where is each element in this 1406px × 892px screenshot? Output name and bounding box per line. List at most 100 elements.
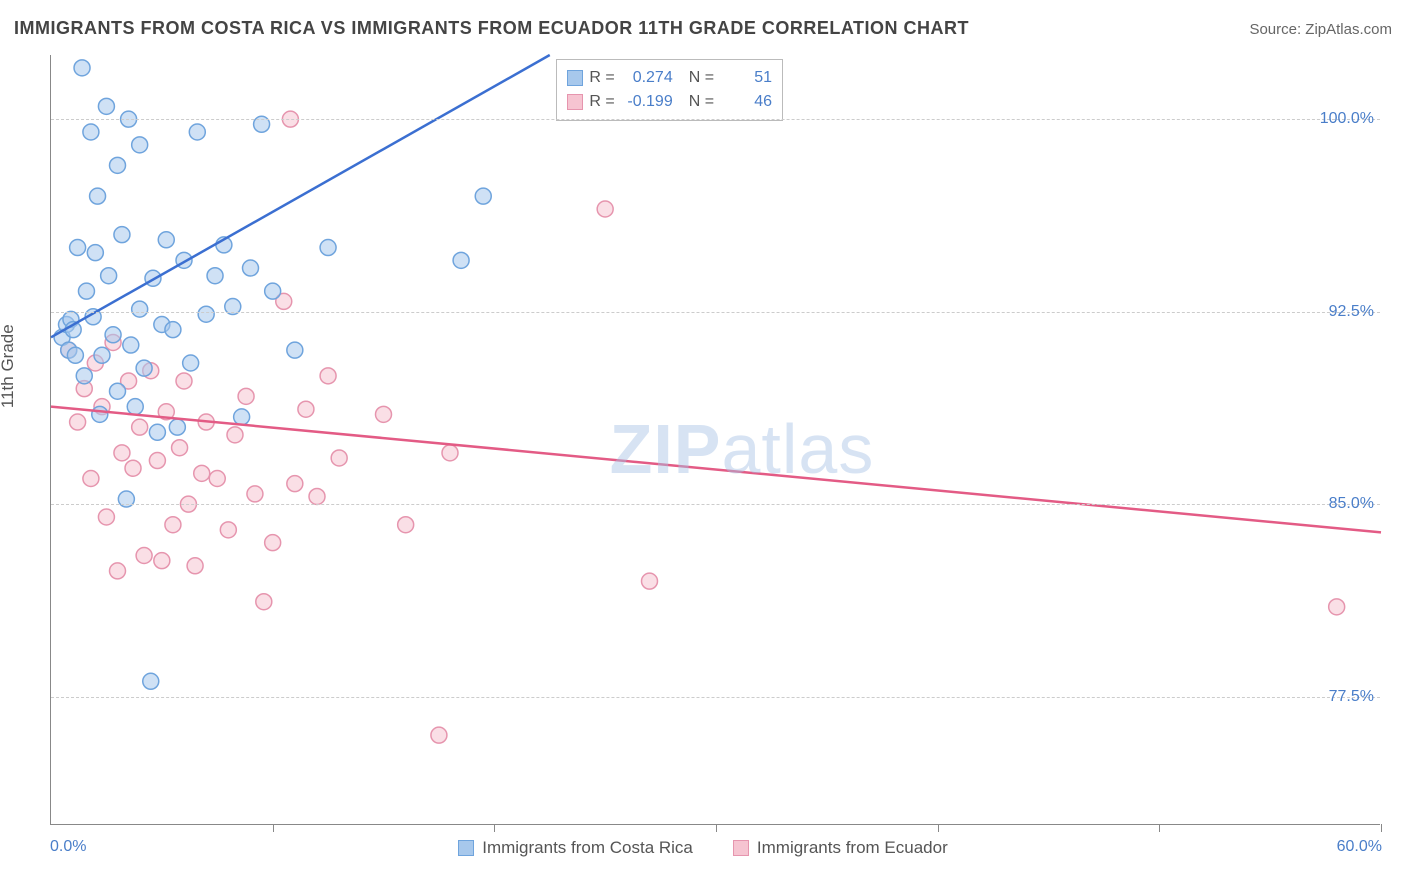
legend-item-a: Immigrants from Costa Rica <box>458 838 693 858</box>
chart-title: IMMIGRANTS FROM COSTA RICA VS IMMIGRANTS… <box>14 18 969 39</box>
stats-a-N-label: N = <box>689 66 714 90</box>
data-point <box>189 124 205 140</box>
stats-b-N-label: N = <box>689 90 714 114</box>
data-point <box>194 465 210 481</box>
swatch-b-icon <box>567 94 583 110</box>
data-point <box>442 445 458 461</box>
legend-label-a: Immigrants from Costa Rica <box>482 838 693 858</box>
data-point <box>136 548 152 564</box>
x-tick <box>273 824 274 832</box>
stats-a-N-value: 51 <box>720 66 772 90</box>
data-point <box>149 424 165 440</box>
data-point <box>87 245 103 261</box>
x-tick <box>1381 824 1382 832</box>
data-point <box>67 347 83 363</box>
trend-line <box>51 407 1381 533</box>
y-tick-label: 85.0% <box>1329 495 1374 513</box>
data-point <box>198 306 214 322</box>
data-point <box>143 673 159 689</box>
data-point <box>227 427 243 443</box>
plot-svg <box>51 55 1380 824</box>
data-point <box>70 414 86 430</box>
legend-label-b: Immigrants from Ecuador <box>757 838 948 858</box>
data-point <box>158 232 174 248</box>
x-tick <box>1159 824 1160 832</box>
data-point <box>92 406 108 422</box>
plot-area: R = 0.274 N = 51 R = -0.199 N = 46 ZIPat… <box>50 55 1380 825</box>
data-point <box>309 488 325 504</box>
data-point <box>298 401 314 417</box>
data-point <box>98 509 114 525</box>
y-tick-label: 77.5% <box>1329 688 1374 706</box>
data-point <box>125 460 141 476</box>
gridline <box>51 312 1380 313</box>
stats-b-R-value: -0.199 <box>621 90 673 114</box>
data-point <box>287 476 303 492</box>
x-tick <box>716 824 717 832</box>
data-point <box>172 440 188 456</box>
data-point <box>90 188 106 204</box>
data-point <box>101 268 117 284</box>
data-point <box>475 188 491 204</box>
data-point <box>243 260 259 276</box>
data-point <box>642 573 658 589</box>
data-point <box>169 419 185 435</box>
data-point <box>247 486 263 502</box>
data-point <box>98 98 114 114</box>
data-point <box>453 252 469 268</box>
data-point <box>183 355 199 371</box>
legend-item-b: Immigrants from Ecuador <box>733 838 948 858</box>
y-tick-label: 100.0% <box>1320 110 1374 128</box>
stats-a-R-label: R = <box>589 66 614 90</box>
data-point <box>320 240 336 256</box>
data-point <box>265 283 281 299</box>
y-tick-label: 92.5% <box>1329 303 1374 321</box>
data-point <box>74 60 90 76</box>
stats-row-a: R = 0.274 N = 51 <box>567 66 772 90</box>
data-point <box>76 368 92 384</box>
stats-b-N-value: 46 <box>720 90 772 114</box>
data-point <box>136 360 152 376</box>
data-point <box>123 337 139 353</box>
data-point <box>207 268 223 284</box>
data-point <box>376 406 392 422</box>
data-point <box>165 322 181 338</box>
data-point <box>238 388 254 404</box>
x-tick <box>494 824 495 832</box>
data-point <box>132 137 148 153</box>
data-point <box>331 450 347 466</box>
data-point <box>110 157 126 173</box>
data-point <box>114 445 130 461</box>
stats-a-R-value: 0.274 <box>621 66 673 90</box>
legend-bottom: Immigrants from Costa Rica Immigrants fr… <box>0 838 1406 858</box>
gridline <box>51 504 1380 505</box>
source-label: Source: ZipAtlas.com <box>1249 21 1392 38</box>
data-point <box>132 301 148 317</box>
data-point <box>398 517 414 533</box>
legend-swatch-b-icon <box>733 840 749 856</box>
data-point <box>234 409 250 425</box>
data-point <box>256 594 272 610</box>
data-point <box>154 553 170 569</box>
data-point <box>83 124 99 140</box>
stats-row-b: R = -0.199 N = 46 <box>567 90 772 114</box>
data-point <box>78 283 94 299</box>
data-point <box>70 240 86 256</box>
data-point <box>1329 599 1345 615</box>
data-point <box>110 563 126 579</box>
data-point <box>127 399 143 415</box>
data-point <box>132 419 148 435</box>
data-point <box>165 517 181 533</box>
data-point <box>176 373 192 389</box>
data-point <box>105 327 121 343</box>
y-axis-title: 11th Grade <box>0 324 18 408</box>
gridline <box>51 119 1380 120</box>
data-point <box>320 368 336 384</box>
swatch-a-icon <box>567 70 583 86</box>
data-point <box>431 727 447 743</box>
data-point <box>287 342 303 358</box>
data-point <box>209 471 225 487</box>
data-point <box>114 227 130 243</box>
gridline <box>51 697 1380 698</box>
data-point <box>265 535 281 551</box>
